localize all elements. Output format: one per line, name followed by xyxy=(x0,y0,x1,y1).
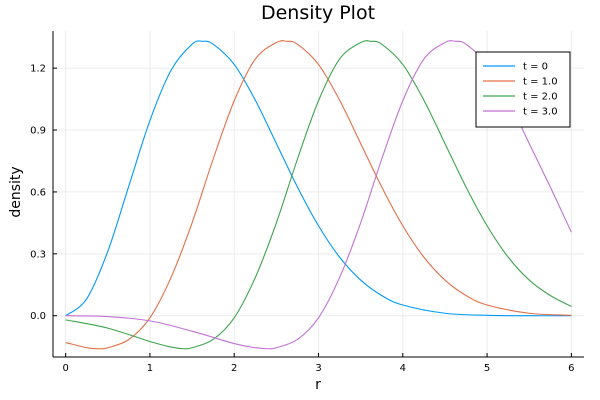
x-tick-label: 6 xyxy=(568,363,574,374)
y-tick-label: 1.2 xyxy=(30,64,46,75)
legend-label: t = 1.0 xyxy=(523,77,558,88)
x-tick-label: 5 xyxy=(484,363,490,374)
legend: t = 0 t = 1.0 t = 2.0 t = 3.0 xyxy=(475,51,571,128)
y-tick-label: 0.9 xyxy=(30,126,46,137)
tick-labels: 0 1 2 3 4 5 6 0.0 0.3 0.6 0.9 1.2 xyxy=(30,64,574,374)
y-tick-label: 0.3 xyxy=(30,249,46,260)
legend-box xyxy=(475,51,571,128)
legend-label: t = 2.0 xyxy=(523,92,558,103)
x-axis-label: r xyxy=(315,377,321,393)
axes-frame xyxy=(52,31,584,358)
series-line-2 xyxy=(65,40,572,350)
legend-item: t = 1.0 xyxy=(483,77,558,88)
legend-item: t = 2.0 xyxy=(483,92,558,103)
x-tick-label: 1 xyxy=(147,363,153,374)
x-tick-label: 2 xyxy=(231,363,237,374)
series-lines xyxy=(65,40,572,350)
y-tick-label: 0.6 xyxy=(30,187,46,198)
series-line-0 xyxy=(65,40,572,317)
x-tick-label: 4 xyxy=(400,363,406,374)
chart-title: Density Plot xyxy=(261,2,375,24)
series-line-1 xyxy=(65,40,572,350)
x-tick-label: 3 xyxy=(315,363,321,374)
legend-item: t = 0 xyxy=(483,62,548,73)
y-axis-label: density xyxy=(8,166,24,217)
x-tick-label: 0 xyxy=(62,363,68,374)
y-tick-label: 0.0 xyxy=(30,311,46,322)
legend-label: t = 3.0 xyxy=(523,107,558,118)
legend-label: t = 0 xyxy=(523,62,548,73)
legend-item: t = 3.0 xyxy=(483,107,558,118)
